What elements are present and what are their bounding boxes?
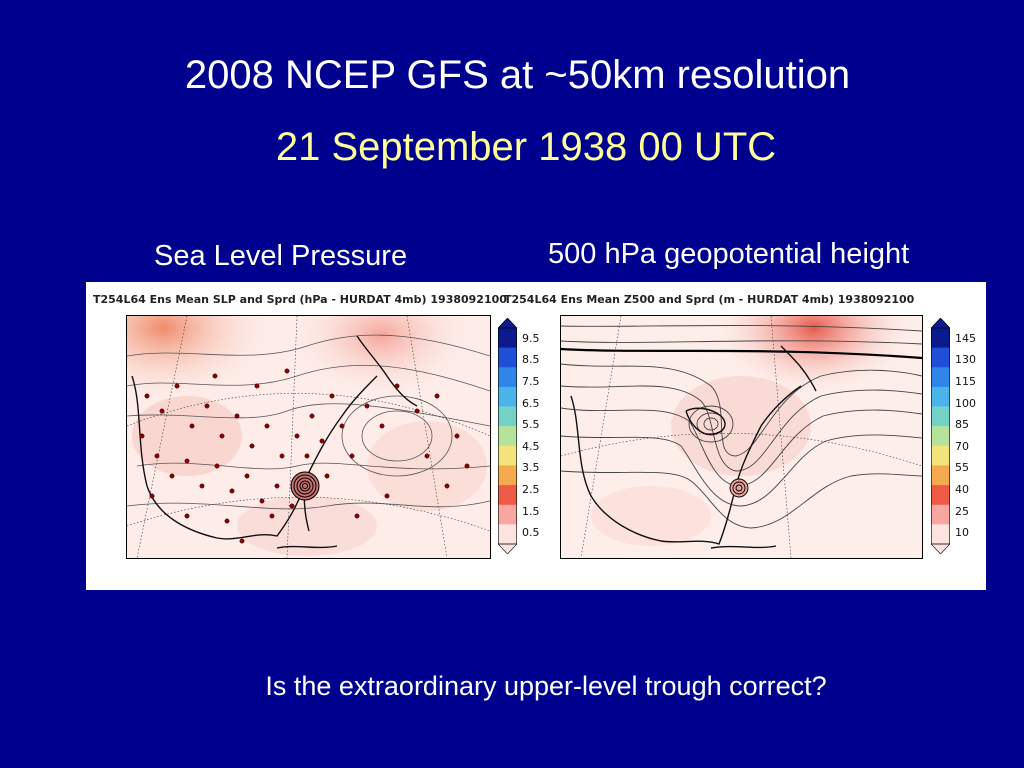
z500-colorbar-graphic bbox=[931, 318, 950, 554]
slp-colorbar-graphic bbox=[498, 318, 517, 554]
colorbar-segment bbox=[498, 426, 517, 447]
z500-map bbox=[560, 315, 923, 559]
colorbar-tick-label: 70 bbox=[955, 439, 969, 453]
colorbar-tick-label: 1.5 bbox=[522, 504, 540, 518]
colorbar-segment bbox=[931, 406, 950, 427]
colorbar-segment bbox=[931, 445, 950, 466]
colorbar-segment bbox=[931, 426, 950, 447]
colorbar-segment bbox=[498, 386, 517, 407]
slp-figure-header: T254L64 Ens Mean SLP and Sprd (hPa - HUR… bbox=[93, 293, 507, 306]
model-figure: T254L64 Ens Mean SLP and Sprd (hPa - HUR… bbox=[86, 282, 986, 590]
z500-figure-header: T254L64 Ens Mean Z500 and Sprd (m - HURD… bbox=[504, 293, 915, 306]
slide-question: Is the extraordinary upper-level trough … bbox=[265, 671, 827, 701]
colorbar-segment bbox=[498, 465, 517, 486]
colorbar-tick-label: 3.5 bbox=[522, 461, 540, 475]
colorbar-segment bbox=[931, 485, 950, 506]
colorbar-tick-label: 10 bbox=[955, 526, 969, 540]
colorbar-segment bbox=[931, 347, 950, 368]
colorbar-tick-label: 8.5 bbox=[522, 353, 540, 367]
colorbar-tick-label: 9.5 bbox=[522, 331, 540, 345]
colorbar-segment bbox=[498, 347, 517, 368]
colorbar-segment bbox=[931, 386, 950, 407]
colorbar-segment bbox=[931, 465, 950, 486]
colorbar-tick-label: 145 bbox=[955, 331, 976, 345]
colorbar-frame bbox=[931, 327, 950, 545]
colorbar-tick-label: 115 bbox=[955, 375, 976, 388]
colorbar-segment bbox=[931, 328, 950, 348]
z500-map-graphic bbox=[561, 316, 922, 558]
slp-map-graphic bbox=[127, 316, 490, 558]
colorbar-tick-label: 85 bbox=[955, 418, 969, 432]
slide-subtitle: 21 September 1938 00 UTC bbox=[275, 125, 777, 169]
colorbar-segment bbox=[498, 445, 517, 466]
z500-panel-label: 500 hPa geopotential height bbox=[548, 238, 910, 270]
colorbar-tick-label: 55 bbox=[955, 461, 969, 475]
colorbar-frame bbox=[498, 327, 517, 545]
colorbar-segment bbox=[498, 406, 517, 427]
colorbar-tick-label: 100 bbox=[955, 396, 976, 410]
colorbar-segment bbox=[931, 504, 950, 525]
slp-map bbox=[126, 315, 491, 559]
slp-colorbar bbox=[498, 318, 517, 554]
colorbar-tick-label: 130 bbox=[955, 353, 976, 367]
colorbar-tick-label: 5.5 bbox=[522, 418, 540, 432]
z500-colorbar bbox=[931, 318, 950, 554]
colorbar-segment bbox=[498, 485, 517, 506]
colorbar-segment bbox=[498, 328, 517, 348]
colorbar-segment bbox=[498, 367, 517, 388]
colorbar-tick-label: 4.5 bbox=[522, 439, 540, 453]
colorbar-segment bbox=[498, 524, 517, 545]
colorbar-tick-label: 25 bbox=[955, 504, 969, 518]
colorbar-segment bbox=[931, 524, 950, 545]
slide-title: 2008 NCEP GFS at ~50km resolution bbox=[184, 53, 851, 97]
colorbar-top-arrow bbox=[931, 318, 950, 329]
colorbar-segment bbox=[931, 367, 950, 388]
colorbar-tick-label: 7.5 bbox=[522, 375, 540, 388]
colorbar-tick-label: 0.5 bbox=[522, 526, 540, 540]
colorbar-segment bbox=[498, 504, 517, 525]
colorbar-tick-label: 2.5 bbox=[522, 483, 540, 496]
colorbar-top-arrow bbox=[498, 318, 517, 329]
colorbar-bottom-arrow bbox=[931, 543, 950, 554]
colorbar-bottom-arrow bbox=[498, 543, 517, 554]
colorbar-tick-label: 40 bbox=[955, 483, 969, 496]
slp-panel-label: Sea Level Pressure bbox=[154, 240, 408, 272]
colorbar-tick-label: 6.5 bbox=[522, 396, 540, 410]
